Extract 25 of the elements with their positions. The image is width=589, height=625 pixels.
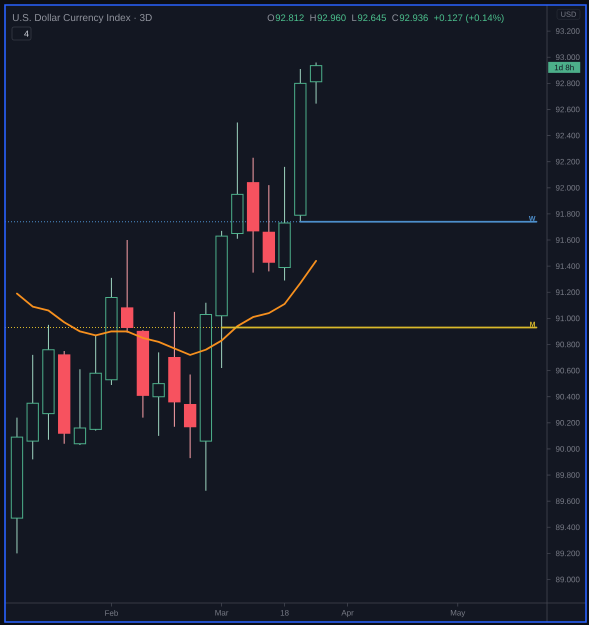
candlestick <box>246 157 260 274</box>
annotation: 4 <box>24 30 29 37</box>
annotation: H <box>310 14 316 21</box>
annotation: 92.645 <box>358 14 386 22</box>
candlestick <box>294 68 306 222</box>
annotation: L <box>352 14 356 21</box>
candlestick <box>200 302 212 492</box>
candlestick <box>120 240 134 334</box>
annotation: 92.936 <box>400 14 428 22</box>
candlestick <box>136 330 150 418</box>
candlestick <box>262 184 276 272</box>
candlestick <box>90 334 102 432</box>
candlestick <box>58 350 70 444</box>
candlestick <box>26 354 39 460</box>
line-series <box>16 260 317 356</box>
candlestick <box>168 311 181 428</box>
annotation: 92.960 <box>318 14 346 22</box>
annotation: +0.127 (+0.14%) <box>434 14 504 23</box>
text: U.S. Dollar Currency Index · 3D <box>12 14 152 24</box>
candlestick <box>105 277 118 386</box>
candlestick <box>215 230 228 368</box>
candlestick <box>184 374 196 459</box>
annotation: C <box>392 14 398 22</box>
annotation: 92.812 <box>276 14 304 22</box>
annotation: O <box>268 14 274 22</box>
